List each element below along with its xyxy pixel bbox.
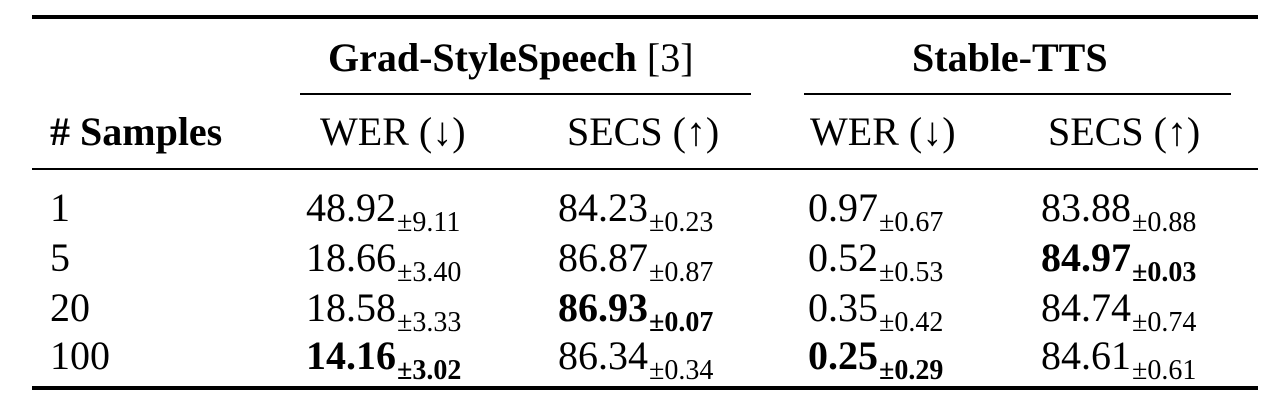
cell-value: 18.66: [306, 235, 396, 280]
column-header-samples: # Samples: [50, 109, 223, 154]
bottom-rule: [32, 386, 1258, 390]
group-header-stable-tts: Stable-TTS: [912, 38, 1108, 78]
table-cell: 18.66±3.40: [306, 235, 461, 287]
cell-std-dev: ±0.87: [649, 257, 714, 288]
table-cell-samples: 20: [50, 285, 90, 330]
cell-value: 0.97: [808, 185, 878, 230]
table-cell: 18.58±3.33: [306, 285, 461, 337]
table-cell-samples: 5: [50, 235, 70, 280]
citation: [3]: [636, 35, 694, 80]
table-cell: 84.61±0.61: [1041, 333, 1196, 385]
table-cell: 84.74±0.74: [1041, 285, 1196, 337]
cell-value: 18.58: [306, 285, 396, 330]
column-header-secs: SECS (↑): [1048, 109, 1201, 154]
table-cell: 14.16±3.02: [306, 333, 461, 385]
cell-std-dev: ±3.40: [397, 257, 462, 288]
cell-std-dev: ±0.34: [649, 355, 714, 386]
header-rule: [32, 168, 1258, 170]
table-cell: 0.52±0.53: [808, 235, 943, 287]
group-header-name: Grad-StyleSpeech: [328, 35, 637, 80]
cell-std-dev: ±0.29: [879, 355, 944, 386]
cell-std-dev: ±9.11: [397, 207, 461, 238]
cell-value: 83.88: [1041, 185, 1131, 230]
group-rule-stable-tts: [804, 93, 1231, 95]
cell-std-dev: ±0.03: [1132, 257, 1197, 288]
cell-value: 14.16: [306, 333, 396, 378]
cell-value: 0.35: [808, 285, 878, 330]
top-rule: [32, 15, 1258, 19]
cell-value: 86.87: [558, 235, 648, 280]
table-cell-samples: 100: [50, 333, 110, 378]
cell-std-dev: ±3.02: [397, 355, 462, 386]
cell-std-dev: ±3.33: [397, 307, 462, 338]
cell-std-dev: ±0.74: [1132, 307, 1197, 338]
column-header-wer: WER (↓): [320, 109, 466, 154]
table-cell: 84.23±0.23: [558, 185, 713, 237]
group-header-grad-stylespeech: Grad-StyleSpeech [3]: [328, 38, 694, 78]
cell-value: 86.93: [558, 285, 648, 330]
cell-value: 0.52: [808, 235, 878, 280]
column-header-wer: WER (↓): [810, 109, 956, 154]
table-cell: 0.25±0.29: [808, 333, 943, 385]
group-rule-grad-stylespeech: [300, 93, 751, 95]
cell-value: 0.25: [808, 333, 878, 378]
cell-std-dev: ±0.61: [1132, 355, 1197, 386]
cell-value: 48.92: [306, 185, 396, 230]
table-cell: 86.34±0.34: [558, 333, 713, 385]
column-header-secs: SECS (↑): [567, 109, 720, 154]
table-cell: 0.35±0.42: [808, 285, 943, 337]
table-cell: 84.97±0.03: [1041, 235, 1196, 287]
cell-value: 86.34: [558, 333, 648, 378]
group-header-name: Stable-TTS: [912, 35, 1108, 80]
cell-std-dev: ±0.07: [649, 307, 714, 338]
cell-std-dev: ±0.53: [879, 257, 944, 288]
table-cell: 86.93±0.07: [558, 285, 713, 337]
cell-value: 84.61: [1041, 333, 1131, 378]
cell-value: 84.97: [1041, 235, 1131, 280]
cell-std-dev: ±0.42: [879, 307, 944, 338]
cell-std-dev: ±0.23: [649, 207, 714, 238]
table-cell: 83.88±0.88: [1041, 185, 1196, 237]
cell-std-dev: ±0.67: [879, 207, 944, 238]
cell-value: 84.23: [558, 185, 648, 230]
table-cell: 86.87±0.87: [558, 235, 713, 287]
cell-value: 84.74: [1041, 285, 1131, 330]
table-cell-samples: 1: [50, 185, 70, 230]
table-cell: 48.92±9.11: [306, 185, 460, 237]
cell-std-dev: ±0.88: [1132, 207, 1197, 238]
table-cell: 0.97±0.67: [808, 185, 943, 237]
